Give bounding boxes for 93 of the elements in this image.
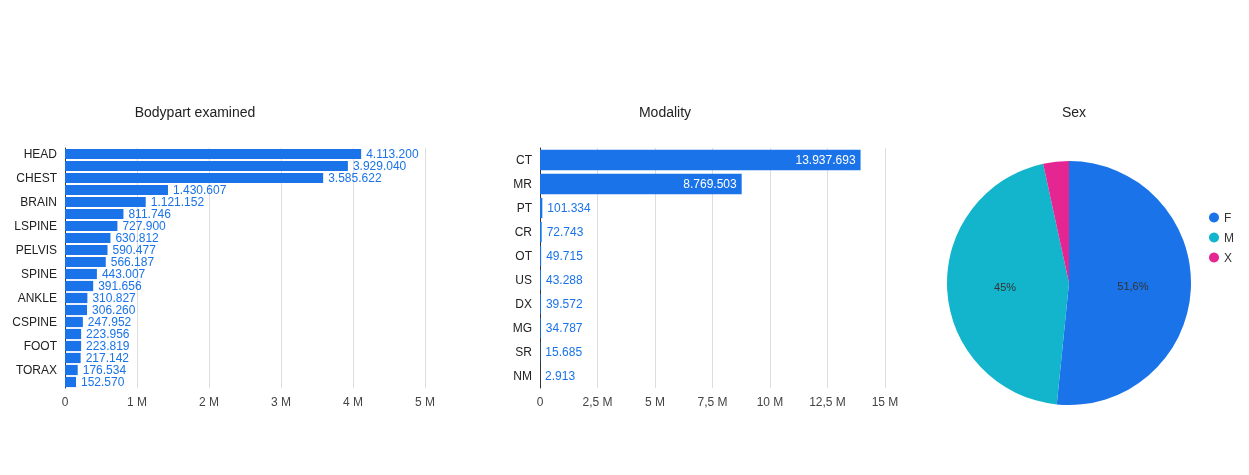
y-tick-label: TORAX: [15, 363, 57, 377]
data-label: 217.142: [85, 351, 130, 365]
x-tick-label: 0: [536, 395, 544, 409]
x-tick-label: 2,5 M: [582, 395, 613, 409]
data-label: 13.937.693: [795, 153, 856, 167]
bar: [65, 268, 97, 280]
y-tick-label: DX: [515, 297, 532, 311]
data-label: 566.187: [110, 255, 155, 269]
data-label: 152.570: [80, 375, 125, 389]
x-tick-label: 1 M: [126, 395, 148, 409]
data-label: 310.827: [92, 291, 137, 305]
x-tick-label: 7,5 M: [697, 395, 728, 409]
data-label: 101.334: [547, 201, 592, 215]
bar: [65, 208, 124, 220]
bar: [65, 148, 362, 160]
y-tick-label: OT: [515, 249, 533, 263]
x-tick-label: 4 M: [342, 395, 364, 409]
x-tick-label: 2 M: [198, 395, 220, 409]
data-label: 15.685: [545, 345, 583, 359]
data-label: 1.430.607: [173, 183, 227, 197]
data-label: 590.477: [112, 243, 157, 257]
y-tick-label: HEAD: [23, 147, 58, 161]
data-label: 3.929.040: [352, 159, 407, 173]
y-tick-label: ANKLE: [17, 291, 57, 305]
bar: [65, 172, 324, 184]
y-tick-label: CHEST: [16, 171, 58, 185]
y-tick-label: LSPINE: [14, 219, 57, 233]
x-tick-label: 5 M: [644, 395, 666, 409]
y-tick-label: US: [515, 273, 532, 287]
data-label: 176.534: [82, 363, 127, 377]
data-label: 247.952: [87, 315, 132, 329]
y-tick-label: MR: [513, 177, 533, 191]
bar: [65, 196, 146, 208]
bar: [65, 220, 118, 232]
legend-label: M: [1224, 230, 1234, 245]
data-label: 443.007: [101, 267, 146, 281]
bar: [65, 280, 94, 292]
data-label: 39.572: [545, 297, 583, 311]
data-label: 45%: [994, 280, 1017, 293]
data-label: 49.715: [546, 249, 584, 263]
x-tick-label: 0: [61, 395, 69, 409]
data-label: 727.900: [122, 219, 167, 233]
data-label: 43.288: [546, 273, 584, 287]
bar: [65, 244, 108, 256]
chart-title: Modality: [638, 104, 692, 120]
x-tick-label: 15 M: [871, 395, 899, 409]
y-tick-label: NM: [513, 369, 532, 383]
legend-label: X: [1224, 250, 1233, 265]
bar: [65, 232, 111, 244]
y-tick-label: CR: [514, 225, 533, 239]
data-label: 1.121.152: [150, 195, 205, 209]
y-tick-label: PELVIS: [15, 243, 57, 257]
bar: [65, 352, 81, 364]
y-tick-label: SR: [515, 345, 533, 359]
data-label: 630.812: [115, 231, 160, 245]
x-tick-label: 3 M: [270, 395, 292, 409]
data-label: 223.956: [86, 327, 130, 341]
bar: [65, 292, 88, 304]
legend-label: F: [1224, 210, 1232, 225]
bar: [540, 149, 861, 171]
y-tick-label: CT: [516, 153, 533, 167]
bar: [65, 364, 78, 376]
data-label: 4.113.200: [366, 147, 419, 161]
y-tick-label: FOOT: [23, 339, 58, 353]
data-label: 72.743: [546, 225, 584, 239]
data-label: 3.585.622: [328, 171, 382, 185]
bar: [65, 160, 348, 172]
data-label: 811.746: [128, 207, 172, 221]
chart-title: Sex: [1061, 104, 1087, 120]
bar: [65, 376, 76, 388]
bar: [65, 256, 106, 268]
x-tick-label: 12,5 M: [809, 395, 846, 409]
chart-title: Bodypart examined: [134, 104, 256, 120]
bar: [540, 173, 742, 195]
bar: [65, 340, 82, 352]
bar: [65, 304, 88, 316]
data-label: 51,6%: [1117, 280, 1149, 293]
data-label: 34.787: [545, 321, 583, 335]
x-tick-label: 5 M: [414, 395, 436, 409]
y-tick-label: PT: [516, 201, 533, 215]
bar: [65, 184, 168, 196]
bar: [65, 316, 83, 328]
data-label: 8.769.503: [683, 177, 738, 191]
data-label: 391.656: [98, 279, 142, 293]
y-tick-label: CSPINE: [12, 315, 57, 329]
data-label: 2.913: [545, 369, 576, 383]
data-label: 223.819: [86, 339, 130, 353]
y-tick-label: MG: [512, 321, 532, 335]
y-tick-label: BRAIN: [20, 195, 57, 209]
data-label: 306.260: [92, 303, 136, 317]
x-tick-label: 10 M: [756, 395, 784, 409]
bar: [65, 328, 82, 340]
y-tick-label: SPINE: [20, 267, 57, 281]
